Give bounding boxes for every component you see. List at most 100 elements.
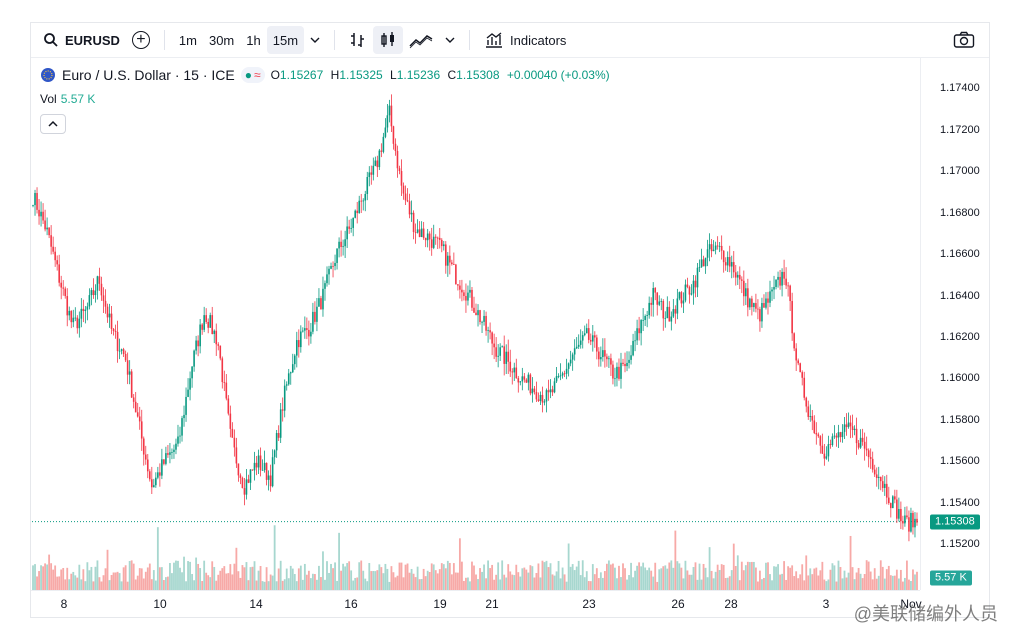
volume-bar [173, 562, 175, 590]
volume-bar [420, 579, 423, 590]
volume-value: 5.57 K [60, 92, 96, 106]
candle-body [618, 366, 620, 379]
candle-body [227, 398, 230, 414]
volume-bar [368, 562, 371, 590]
volume-bar [881, 566, 884, 590]
volume-bar [561, 567, 564, 590]
candle-body [110, 313, 113, 329]
line-style-icon[interactable] [403, 26, 439, 54]
compare-add-icon[interactable]: + [131, 31, 150, 49]
volume-bar [179, 567, 181, 590]
candle-body [881, 481, 884, 488]
candle-body [867, 450, 870, 458]
volume-bar [799, 574, 802, 590]
volume-bar [469, 581, 471, 590]
candle-body [390, 105, 393, 127]
volume-bar [515, 564, 518, 590]
volume-bar [249, 567, 252, 590]
price-tick-label: 1.17000 [940, 165, 980, 177]
candle-body [396, 151, 399, 169]
volume-bar [748, 562, 751, 590]
candle-body [519, 381, 522, 383]
candle-body [418, 229, 421, 238]
candle-body [420, 228, 423, 238]
interval-15m[interactable]: 15m [266, 26, 305, 54]
candle-body [489, 330, 491, 333]
candle-body [459, 285, 461, 290]
bars-style-icon[interactable] [343, 26, 373, 54]
candle-body [902, 521, 904, 524]
candle-body [328, 268, 330, 275]
candle-body [46, 227, 48, 230]
candle-body [789, 285, 791, 302]
volume-bar [708, 547, 711, 590]
candle-body [499, 347, 501, 356]
volume-bar [342, 563, 345, 590]
volume-bar [704, 567, 707, 590]
candle-body [116, 331, 119, 352]
volume-bar [82, 569, 85, 590]
collapse-legend-button[interactable] [40, 114, 66, 134]
volume-bar [803, 580, 806, 590]
candle-body [175, 443, 177, 450]
interval-1m[interactable]: 1m [178, 32, 197, 48]
interval-1h[interactable]: 1h [246, 32, 261, 48]
volume-bar [346, 562, 349, 590]
candle-body [324, 283, 326, 289]
candle-body [914, 518, 916, 528]
volume-bar [543, 562, 546, 590]
volume-bar [875, 578, 878, 590]
volume-bar [408, 572, 411, 590]
candle-body [491, 332, 493, 344]
volume-bar [775, 566, 777, 590]
volume-bar [154, 580, 157, 590]
candle-body [696, 267, 699, 288]
symbol-search[interactable]: EURUSD [43, 26, 120, 54]
volume-bar [865, 560, 868, 590]
volume-bar [630, 562, 632, 590]
price-tick-label: 1.15800 [940, 414, 980, 426]
volume-bar [376, 570, 379, 590]
candle-body [797, 360, 799, 364]
candle-body [843, 424, 846, 432]
candle-body [300, 331, 302, 348]
volume-bar [579, 575, 582, 590]
indicators-button[interactable]: Indicators [478, 26, 572, 54]
volume-bar [475, 574, 477, 590]
candle-body [161, 459, 163, 476]
volume-bar [74, 575, 77, 590]
candle-body [722, 250, 725, 263]
market-status-pill[interactable]: ● ≈ [240, 67, 265, 83]
volume-bar [428, 572, 431, 590]
chart-type-chevron-icon[interactable] [439, 26, 461, 54]
volume-bar [759, 570, 761, 590]
volume-bar [140, 568, 143, 590]
candle-body [904, 515, 906, 524]
candle-body [660, 301, 663, 302]
candles-style-icon[interactable] [373, 26, 404, 54]
candle-body [666, 306, 669, 318]
interval-30m[interactable]: 30m [208, 32, 235, 48]
series-title[interactable]: Euro / U.S. Dollar · 15 · ICE [62, 67, 235, 83]
price-axis[interactable] [920, 58, 989, 590]
snapshot-camera-icon[interactable] [947, 26, 981, 54]
candle-body [672, 309, 675, 317]
volume-bar [700, 579, 703, 590]
candle-body [408, 201, 411, 215]
volume-bar [191, 574, 193, 590]
volume-bar [891, 575, 894, 590]
volume-bar [682, 578, 685, 590]
volume-bar [589, 581, 592, 590]
volume-bar [110, 575, 113, 590]
volume-bar [247, 580, 250, 590]
volume-bar [126, 581, 129, 590]
candle-body [225, 382, 228, 399]
candle-body [571, 354, 574, 360]
volume-bar [227, 573, 230, 590]
interval-dropdown-chevron-icon[interactable] [304, 26, 326, 54]
candle-body [859, 437, 862, 448]
volume-bar [916, 571, 918, 590]
time-axis[interactable] [31, 590, 920, 591]
volume-bar [686, 570, 689, 590]
